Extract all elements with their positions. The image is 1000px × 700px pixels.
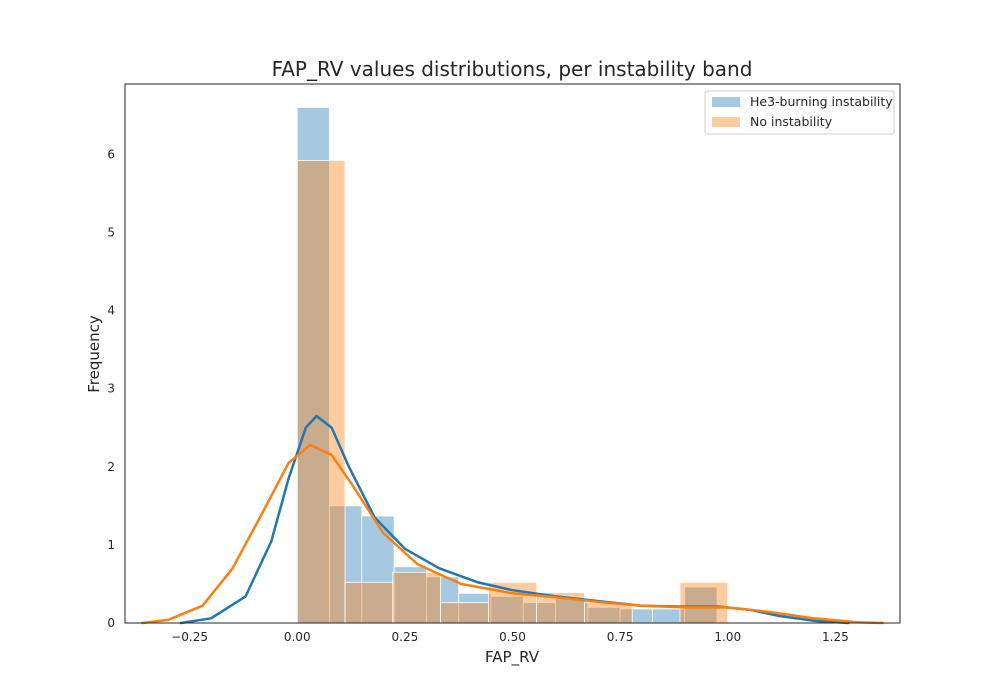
- bar-series-0-bin-5: [458, 592, 492, 624]
- kde-line-series-1: [140, 443, 885, 625]
- bar-series-1-bin-1: [344, 581, 394, 624]
- bar-series-0-bin-1: [329, 505, 363, 624]
- kde-curves: [140, 414, 885, 625]
- x-axis-label: FAP_RV: [485, 648, 540, 667]
- y-tick-label: 2: [107, 460, 115, 474]
- x-tick-label: −0.25: [171, 630, 208, 644]
- y-axis-ticks: 0 1 2 3 4 5 6: [107, 147, 115, 630]
- x-tick-label: 1.25: [822, 630, 849, 644]
- legend-label-he3: He3-burning instability: [750, 94, 893, 109]
- bar-series-1-bin-3: [440, 602, 489, 624]
- bar-series-1-bin-0: [296, 160, 346, 624]
- y-tick-label: 6: [107, 147, 115, 161]
- x-tick-label: 1.00: [714, 630, 741, 644]
- x-tick-label: 0.00: [284, 630, 311, 644]
- legend-swatch-no-instability: [712, 117, 740, 127]
- y-tick-label: 1: [107, 538, 115, 552]
- y-axis-label: Frequency: [85, 315, 103, 393]
- y-tick-label: 3: [107, 382, 115, 396]
- x-tick-label: 0.75: [607, 630, 634, 644]
- legend-frame: [704, 90, 895, 135]
- y-tick-label: 0: [107, 616, 115, 630]
- y-tick-label: 4: [107, 304, 115, 318]
- bar-series-0-bin-12: [684, 586, 718, 624]
- legend-label-no-instability: No instability: [750, 114, 833, 129]
- y-tick-label: 5: [107, 225, 115, 239]
- bar-series-1-bin-4: [487, 581, 538, 624]
- x-axis-ticks: −0.25 0.00 0.25 0.50 0.75 1.00 1.25: [171, 630, 849, 644]
- histogram-bars: [296, 107, 729, 624]
- x-tick-label: 0.50: [499, 630, 526, 644]
- chart-title: FAP_RV values distributions, per instabi…: [272, 57, 753, 81]
- bar-series-1-bin-6: [584, 602, 633, 624]
- bar-series-0-bin-0: [296, 107, 330, 624]
- legend: He3-burning instability No instability: [704, 90, 895, 135]
- x-tick-label: 0.25: [392, 630, 419, 644]
- bar-series-1-bin-2: [392, 571, 441, 624]
- legend-swatch-he3: [712, 97, 740, 107]
- bar-series-0-bin-8: [555, 598, 589, 624]
- bar-series-1-bin-8: [679, 581, 729, 624]
- plot-frame: [124, 83, 901, 624]
